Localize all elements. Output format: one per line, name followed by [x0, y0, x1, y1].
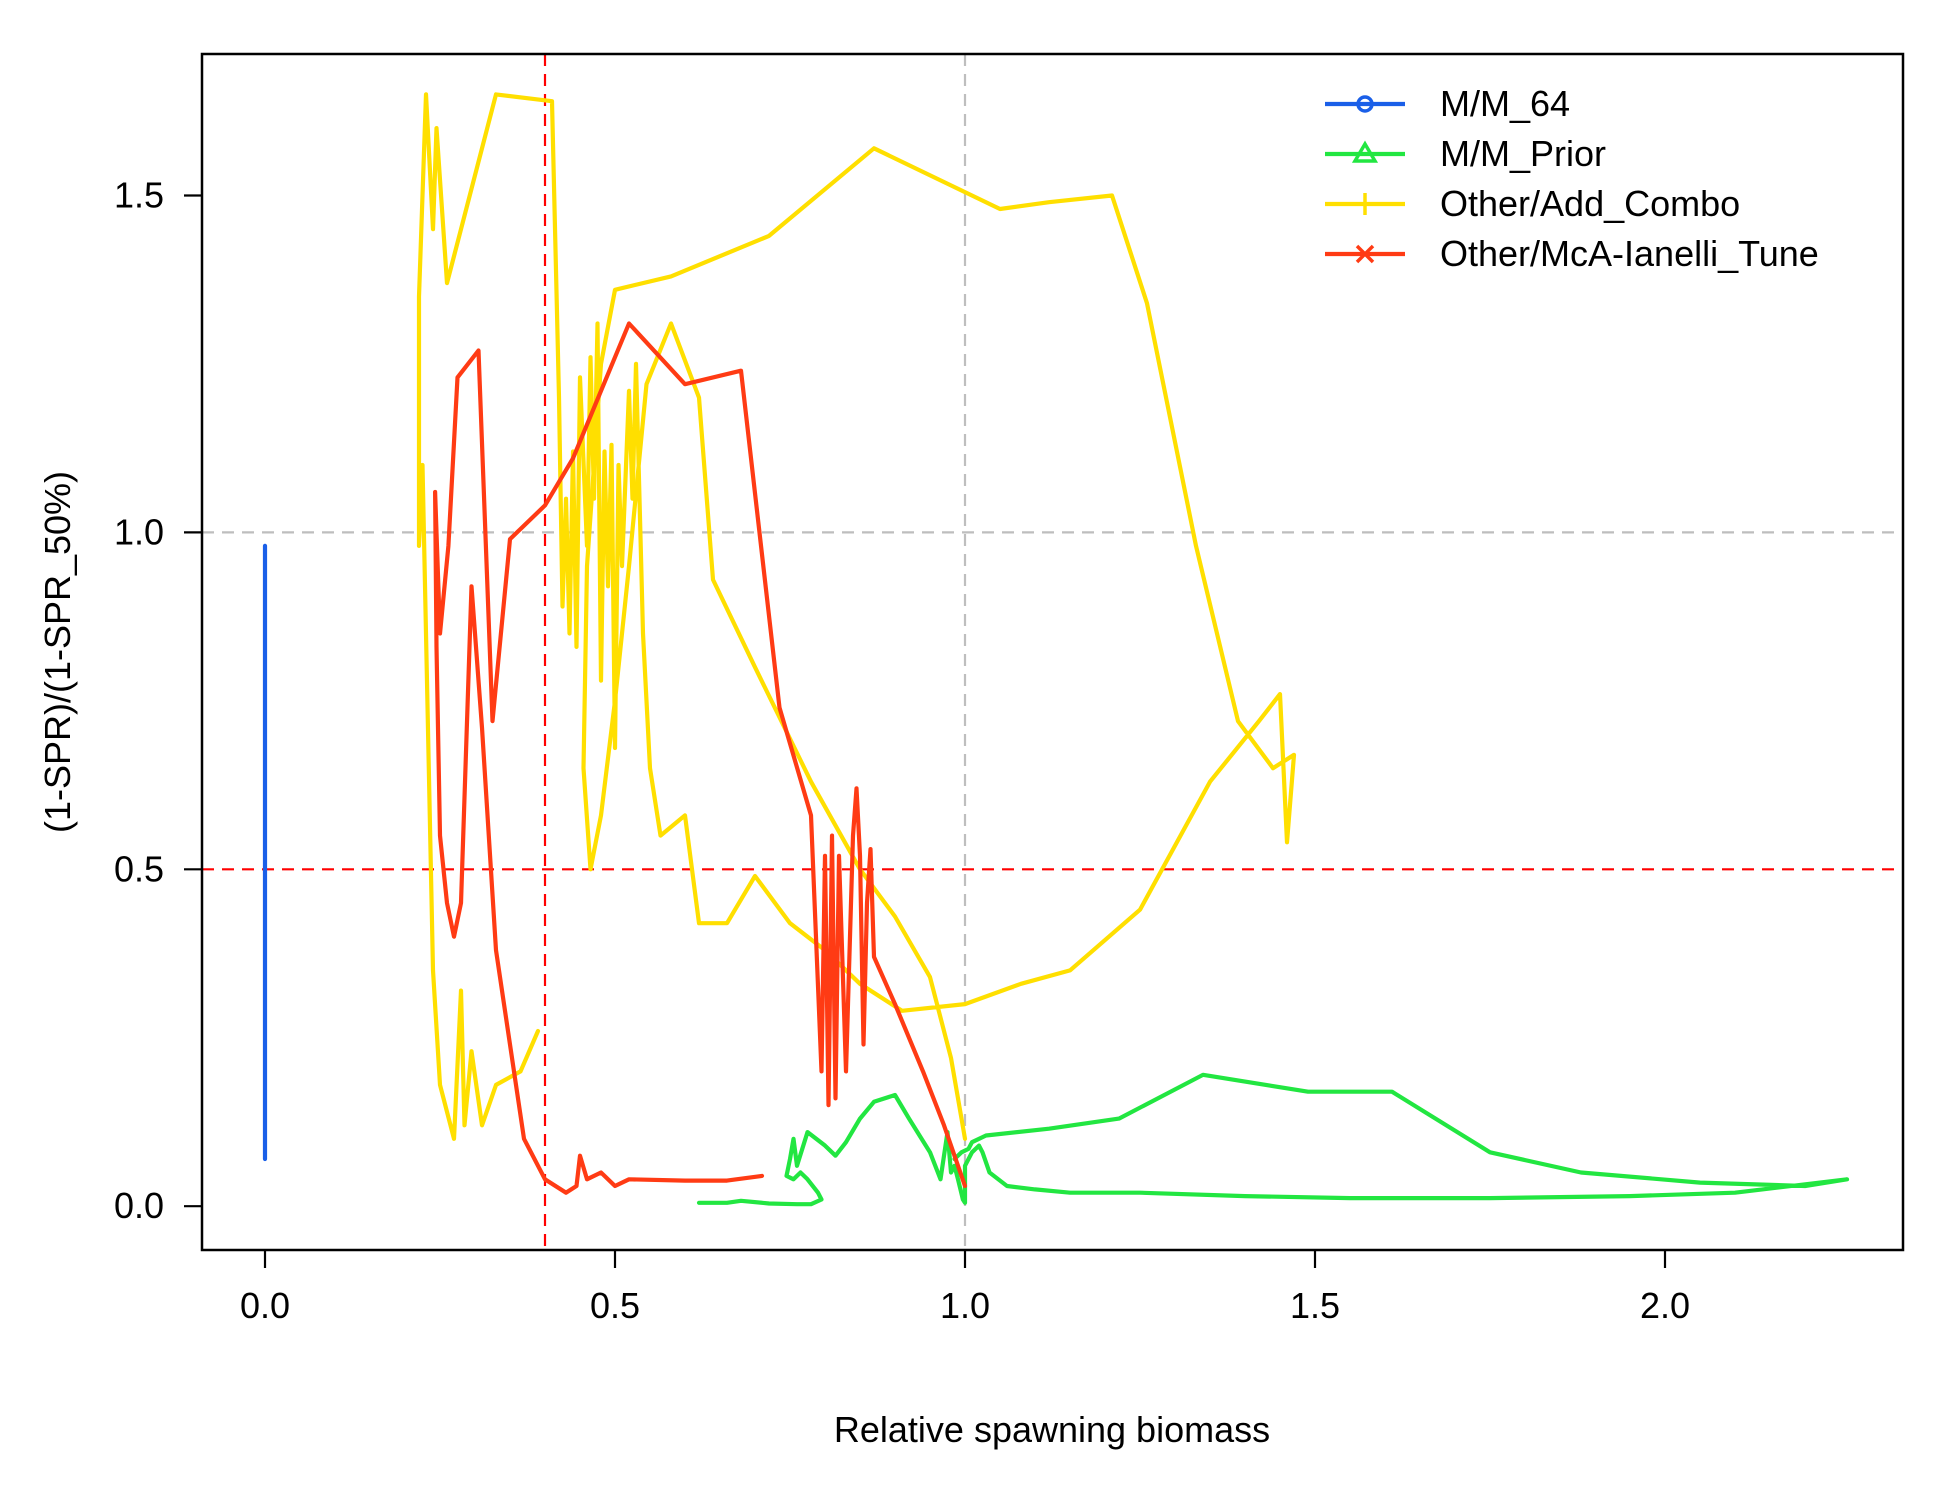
legend-label-3: Other/McA-Ianelli_Tune	[1440, 233, 1819, 274]
x-axis: 0.0 0.5 1.0 1.5 2.0	[240, 1250, 1690, 1326]
y-axis-title: (1-SPR)/(1-SPR_50%)	[37, 471, 78, 833]
legend-label-1: M/M_Prior	[1440, 133, 1606, 174]
legend-label-0: M/M_64	[1440, 83, 1570, 124]
y-tick-label: 1.5	[114, 174, 164, 215]
legend: M/M_64 M/M_Prior Other/Add_Combo Other/McA-…	[1325, 83, 1819, 274]
x-tick-label: 0.5	[590, 1285, 640, 1326]
series-layer	[262, 92, 1850, 1207]
series-line-3	[433, 321, 968, 1195]
y-tick-label: 1.0	[114, 511, 164, 552]
legend-label-2: Other/Add_Combo	[1440, 183, 1740, 224]
legend-marker-triangle	[1351, 140, 1379, 163]
y-axis: 0.0 0.5 1.0 1.5	[114, 174, 202, 1226]
y-tick-label: 0.0	[114, 1185, 164, 1226]
legend-marker-circle	[1356, 95, 1374, 113]
x-tick-label: 1.5	[1290, 1285, 1340, 1326]
x-tick-label: 1.0	[940, 1285, 990, 1326]
legend-marker-x	[1355, 244, 1375, 264]
x-tick-label: 0.0	[240, 1285, 290, 1326]
x-tick-label: 2.0	[1640, 1285, 1690, 1326]
plot-frame	[200, 52, 1905, 1252]
y-tick-label: 0.5	[114, 848, 164, 889]
series-line-1	[696, 1072, 1850, 1207]
series-line-2	[416, 92, 1297, 1141]
x-axis-title: Relative spawning biomass	[834, 1409, 1270, 1450]
